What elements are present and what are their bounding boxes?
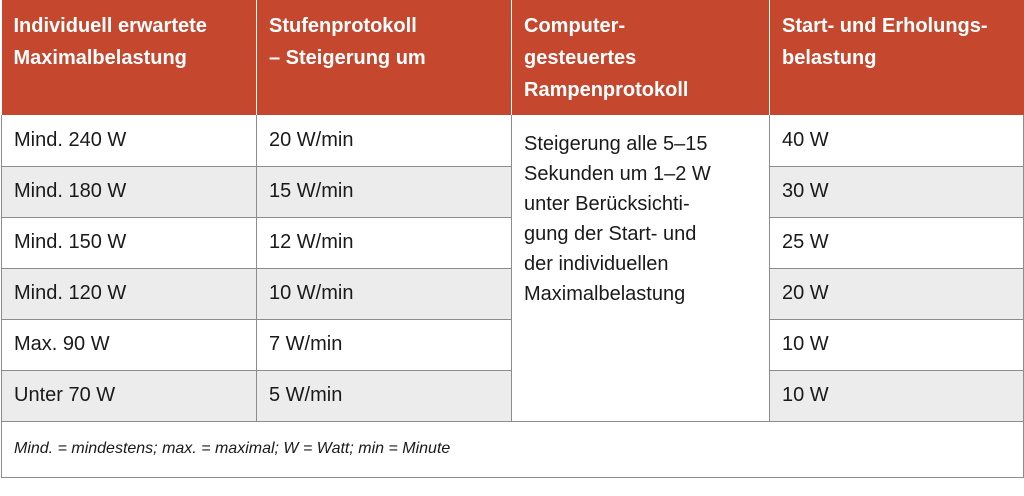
cell-start-recovery: 40 W (769, 115, 1024, 167)
footnote-row: Mind. = mindestens; max. = maximal; W = … (1, 420, 1024, 478)
cell-max-load: Mind. 150 W (1, 216, 257, 269)
load-protocol-table: Individuell erwartete Maximalbelastung S… (1, 0, 1024, 478)
cell-start-recovery: 10 W (769, 369, 1024, 422)
cell-start-recovery: 20 W (769, 267, 1024, 320)
header-max-load: Individuell erwartete Maximalbelastung (1, 0, 257, 115)
cell-start-recovery: 30 W (769, 165, 1024, 218)
table-footnote: Mind. = mindestens; max. = maximal; W = … (1, 420, 1024, 478)
cell-max-load: Max. 90 W (1, 318, 257, 371)
cell-max-load: Mind. 180 W (1, 165, 257, 218)
cell-max-load: Unter 70 W (1, 369, 257, 422)
cell-step: 10 W/min (256, 267, 512, 320)
table-row: Unter 70 W 5 W/min 10 W (1, 369, 1024, 422)
header-ramp-protocol: Computer- gesteuertes Rampenprotokoll (511, 0, 770, 115)
cell-step: 15 W/min (256, 165, 512, 218)
cell-step: 5 W/min (256, 369, 512, 422)
cell-step: 7 W/min (256, 318, 512, 371)
table-row: Mind. 120 W 10 W/min 20 W (1, 267, 1024, 320)
cell-ramp-protocol: Steigerung alle 5–15 Sekunden um 1–2 W u… (511, 115, 770, 422)
cell-start-recovery: 10 W (769, 318, 1024, 371)
header-row: Individuell erwartete Maximalbelastung S… (1, 0, 1024, 115)
table-row: Mind. 180 W 15 W/min 30 W (1, 165, 1024, 218)
table-row: Mind. 240 W 20 W/min Steigerung alle 5–1… (1, 115, 1024, 422)
header-step-protocol: Stufenprotokoll – Steigerung um (256, 0, 512, 115)
cell-max-load: Mind. 120 W (1, 267, 257, 320)
table-row: Max. 90 W 7 W/min 10 W (1, 318, 1024, 371)
header-start-recovery: Start- und Erholungs- belastung (769, 0, 1024, 115)
table-row: Mind. 150 W 12 W/min 25 W (1, 216, 1024, 269)
cell-step: 20 W/min (256, 115, 512, 167)
cell-max-load: Mind. 240 W (1, 115, 257, 167)
cell-step: 12 W/min (256, 216, 512, 269)
cell-start-recovery: 25 W (769, 216, 1024, 269)
